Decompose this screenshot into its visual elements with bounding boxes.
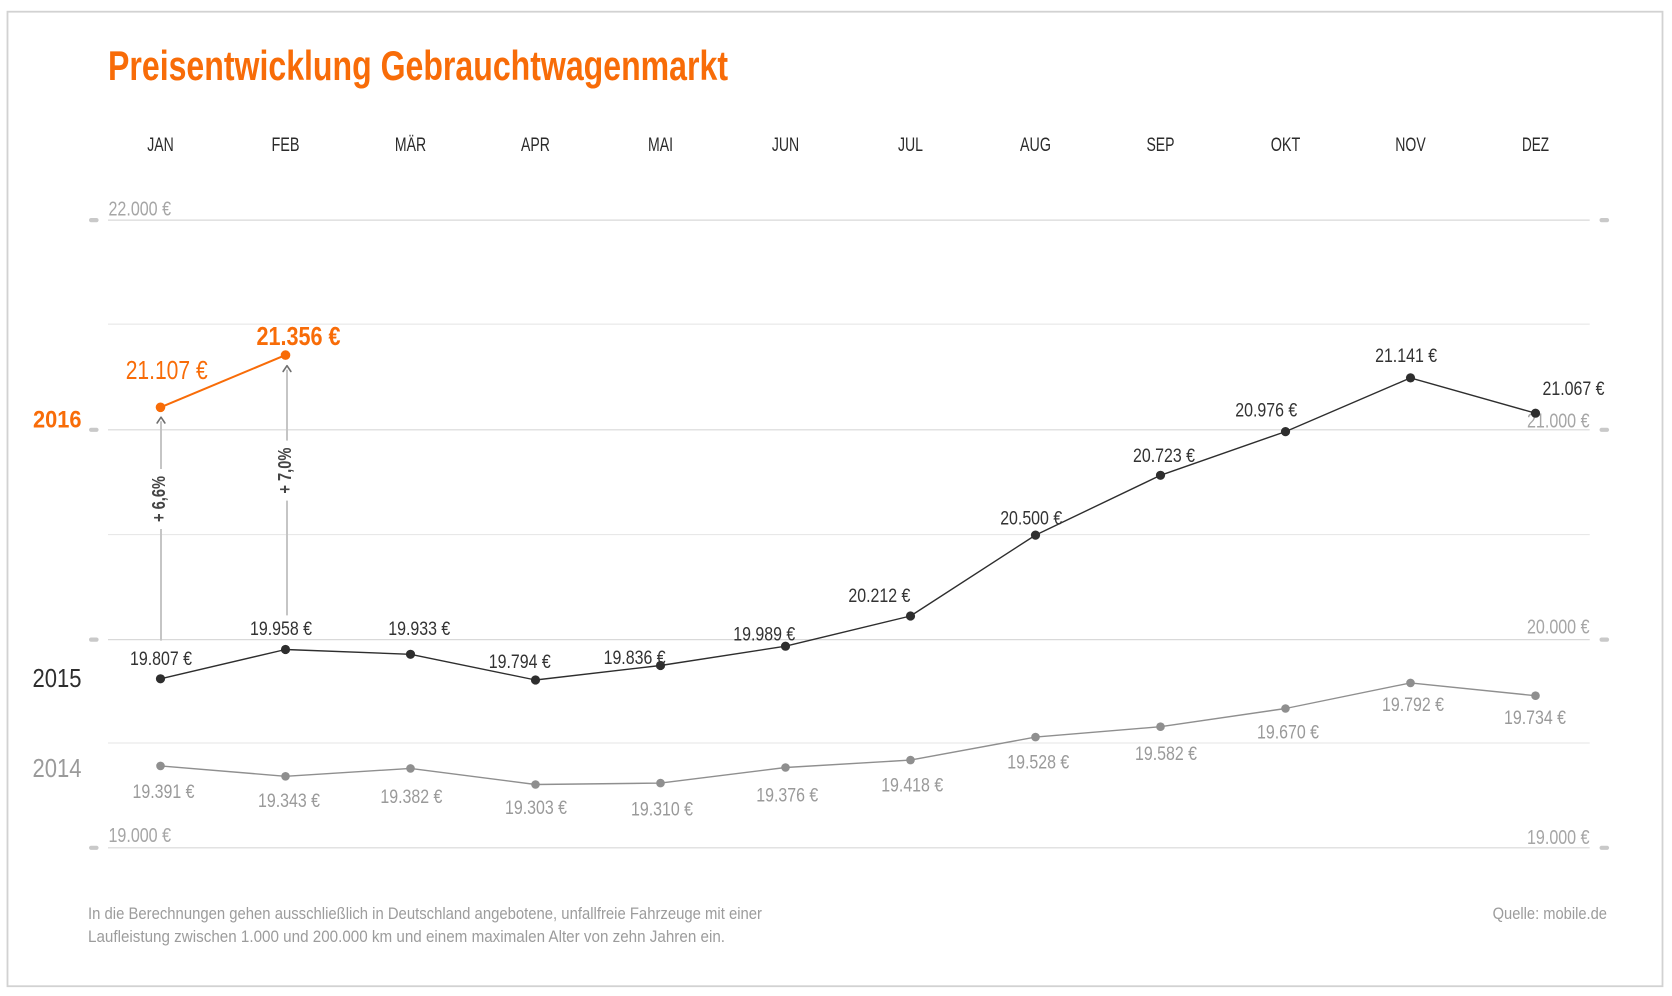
svg-text:21.107 €: 21.107 €: [126, 355, 208, 385]
svg-text:Quelle: mobile.de: Quelle: mobile.de: [1493, 905, 1607, 923]
svg-text:2014: 2014: [33, 753, 82, 783]
svg-text:19.989 €: 19.989 €: [733, 624, 795, 645]
svg-text:19.418 €: 19.418 €: [881, 776, 943, 797]
svg-text:19.792 €: 19.792 €: [1382, 695, 1444, 716]
svg-text:20.723 €: 20.723 €: [1133, 446, 1195, 467]
svg-text:21.000 €: 21.000 €: [1527, 410, 1590, 432]
svg-text:19.391 €: 19.391 €: [133, 782, 195, 803]
svg-text:19.382 €: 19.382 €: [380, 787, 442, 808]
svg-text:19.807 €: 19.807 €: [130, 649, 192, 670]
svg-text:AUG: AUG: [1020, 134, 1051, 156]
svg-text:21.141 €: 21.141 €: [1375, 346, 1437, 367]
svg-text:22.000 €: 22.000 €: [109, 199, 172, 221]
svg-text:MAI: MAI: [648, 134, 673, 156]
svg-text:20.212 €: 20.212 €: [848, 586, 910, 607]
svg-text:19.734 €: 19.734 €: [1504, 708, 1566, 729]
svg-text:21.356 €: 21.356 €: [257, 321, 341, 351]
svg-text:DEZ: DEZ: [1522, 134, 1549, 156]
svg-text:JUL: JUL: [898, 134, 923, 156]
svg-text:19.376 €: 19.376 €: [756, 786, 818, 807]
svg-text:JAN: JAN: [147, 134, 174, 156]
svg-text:OKT: OKT: [1271, 134, 1301, 156]
svg-text:NOV: NOV: [1395, 134, 1425, 156]
svg-text:19.343 €: 19.343 €: [258, 791, 320, 812]
svg-text:+ 6,6%: + 6,6%: [149, 476, 169, 522]
svg-text:+ 7,0%: + 7,0%: [275, 448, 295, 494]
svg-text:19.836 €: 19.836 €: [604, 648, 666, 669]
svg-text:APR: APR: [521, 134, 550, 156]
svg-text:19.310 €: 19.310 €: [631, 800, 693, 821]
svg-text:21.067 €: 21.067 €: [1543, 379, 1605, 400]
svg-text:19.303 €: 19.303 €: [505, 798, 567, 819]
svg-text:Preisentwicklung Gebrauchtwage: Preisentwicklung Gebrauchtwagenmarkt: [108, 42, 728, 89]
svg-text:19.000 €: 19.000 €: [109, 825, 172, 847]
svg-text:2016: 2016: [33, 406, 82, 433]
svg-text:20.000 €: 20.000 €: [1527, 617, 1590, 639]
svg-text:MÄR: MÄR: [395, 134, 426, 156]
svg-text:19.528 €: 19.528 €: [1007, 753, 1069, 774]
svg-text:19.958 €: 19.958 €: [250, 619, 312, 640]
svg-text:19.582 €: 19.582 €: [1135, 744, 1197, 765]
svg-text:SEP: SEP: [1146, 134, 1174, 156]
svg-text:JUN: JUN: [772, 134, 799, 156]
svg-text:19.670 €: 19.670 €: [1257, 723, 1319, 744]
svg-text:19.794 €: 19.794 €: [489, 652, 551, 673]
svg-text:In die Berechnungen gehen auss: In die Berechnungen gehen ausschließlich…: [88, 905, 762, 923]
svg-text:19.933 €: 19.933 €: [388, 619, 450, 640]
svg-text:2015: 2015: [33, 663, 82, 693]
svg-text:Laufleistung zwischen 1.000 un: Laufleistung zwischen 1.000 und 200.000 …: [88, 928, 725, 946]
svg-text:20.500 €: 20.500 €: [1000, 509, 1062, 530]
svg-text:20.976 €: 20.976 €: [1235, 401, 1297, 422]
svg-text:FEB: FEB: [271, 134, 299, 156]
svg-text:19.000 €: 19.000 €: [1527, 827, 1590, 849]
